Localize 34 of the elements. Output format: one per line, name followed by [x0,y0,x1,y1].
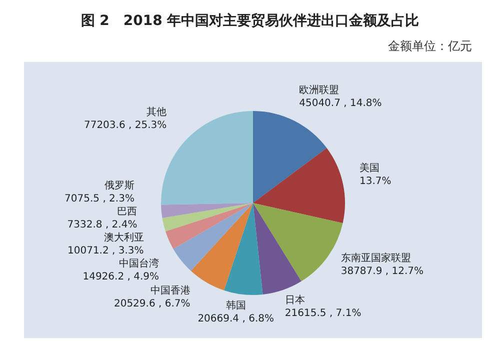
chart-title: 图 2 2018 年中国对主要贸易伙伴进出口金额及占比 [80,12,420,30]
pie-slice [253,203,343,282]
data-label: 20529.6 , 6.7% [114,298,190,310]
pie-slice [173,203,253,271]
slice-label: 澳大利亚 [104,231,144,244]
slice-label: 其他 [146,106,167,118]
pie-slice [253,111,327,203]
data-label: 77203.6 , 25.3% [84,120,167,132]
slice-label: 韩国 [226,299,246,312]
slice-label: 东南亚国家联盟 [340,252,411,264]
slice-label: 欧洲联盟 [299,84,340,96]
pie-slice [161,203,253,218]
chart-subtitle: 金额单位：亿元 [388,38,472,55]
data-label: 14926.2 , 4.9% [82,271,160,282]
data-label: 7332.8 , 2.4% [67,219,138,230]
data-label: 45040.7 , 14.8% [299,98,382,110]
pie-slice [253,203,302,294]
pie-slice [166,203,253,249]
slice-label: 日本 [284,294,305,306]
pie-slice [253,148,345,224]
data-label: 13.7% [359,176,392,188]
pie-slice [190,203,253,290]
slice-label: 俄罗斯 [104,179,134,192]
data-label: 10071.2 , 3.3% [68,245,144,256]
data-label: 7075.5 , 2.3% [64,193,134,204]
data-label: 20669.4 , 6.8% [198,313,274,324]
slice-label: 美国 [359,162,380,174]
pie-slice [162,203,253,232]
slice-label: 中国香港 [150,284,190,296]
data-label: 21615.5 , 7.1% [284,308,362,319]
pie-slice [224,203,263,295]
slice-label: 巴西 [117,206,138,218]
slice-label: 中国台湾 [119,257,160,270]
data-label: 38787.9 , 12.7% [340,266,424,278]
